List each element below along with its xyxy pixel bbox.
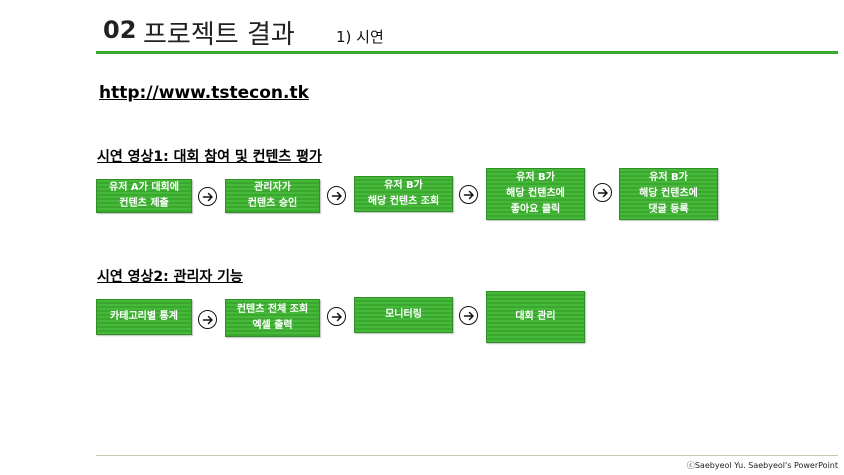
section1-step-1: 유저 A가 대회에 컨텐츠 제출 <box>96 179 192 213</box>
section1-step-4: 유저 B가 해당 컨텐츠에 좋아요 클릭 <box>486 168 585 220</box>
step-line: 좋아요 클릭 <box>510 204 561 215</box>
arrow-right-icon <box>198 310 217 329</box>
title-underline <box>96 51 838 54</box>
step-line: 유저 A가 대회에 <box>109 182 179 193</box>
section2-step-1: 카테고리별 통계 <box>96 299 192 335</box>
step-line: 대회 관리 <box>515 311 556 322</box>
section1-heading: 시연 영상1: 대회 참여 및 컨텐츠 평가 <box>97 149 322 165</box>
arrow-right-icon <box>459 306 478 325</box>
step-line: 해당 컨텐츠 조회 <box>367 196 440 207</box>
step-line: 엑셀 출력 <box>252 320 293 331</box>
section2-heading: 시연 영상2: 관리자 기능 <box>97 269 243 285</box>
arrow-right-icon <box>327 307 346 326</box>
section2-step-4: 대회 관리 <box>486 291 585 343</box>
footer-divider <box>96 455 838 456</box>
step-line: 유저 B가 <box>384 180 423 191</box>
arrow-right-icon <box>198 187 217 206</box>
step-line: 유저 B가 <box>649 172 688 183</box>
section1-step-5: 유저 B가 해당 컨텐츠에 댓글 등록 <box>619 168 718 220</box>
step-line: 컨텐츠 전체 조회 <box>236 304 309 315</box>
demo-site-link[interactable]: http://www.tstecon.tk <box>99 83 309 103</box>
arrow-right-icon <box>593 183 612 202</box>
section2-step-2: 컨텐츠 전체 조회 엑셀 출력 <box>225 299 320 337</box>
slide-number: 02 <box>103 16 137 44</box>
section2-step-3: 모니터링 <box>354 297 453 333</box>
step-line: 모니터링 <box>385 309 422 320</box>
step-line: 컨텐츠 제출 <box>119 198 169 209</box>
step-line: 카테고리별 통계 <box>110 311 178 322</box>
arrow-right-icon <box>327 186 346 205</box>
step-line: 해당 컨텐츠에 <box>639 188 698 199</box>
slide-subtitle: 1) 시연 <box>336 28 384 46</box>
slide-title: 프로젝트 결과 <box>143 20 295 50</box>
step-line: 관리자가 <box>254 182 291 193</box>
section1-step-3: 유저 B가 해당 컨텐츠 조회 <box>354 176 453 212</box>
copyright-credit: ⓒSaebyeol Yu. Saebyeol's PowerPoint <box>686 461 838 470</box>
step-line: 해당 컨텐츠에 <box>506 188 565 199</box>
step-line: 댓글 등록 <box>648 204 689 215</box>
section1-step-2: 관리자가 컨텐츠 승인 <box>225 179 320 213</box>
arrow-right-icon <box>459 185 478 204</box>
step-line: 컨텐츠 승인 <box>247 198 298 209</box>
step-line: 유저 B가 <box>516 172 555 183</box>
